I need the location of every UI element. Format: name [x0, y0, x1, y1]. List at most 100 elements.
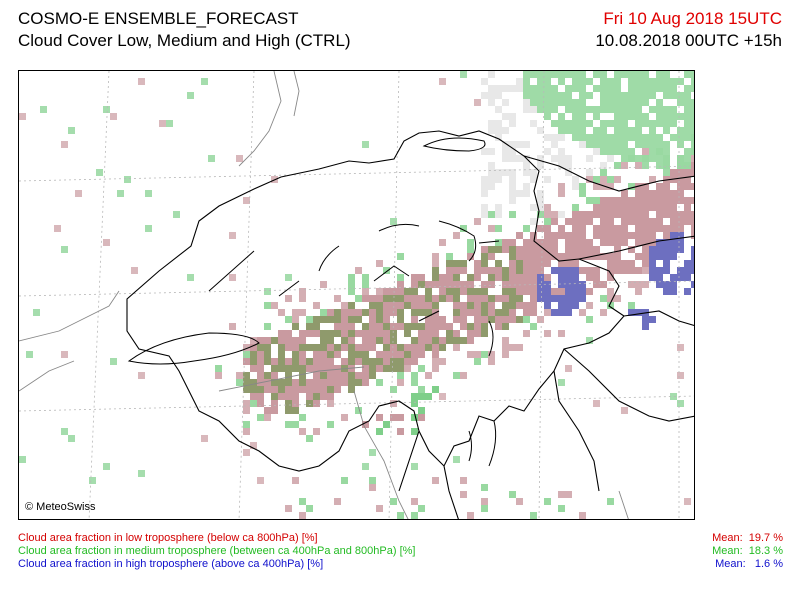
cloud-cell: [677, 113, 684, 120]
cloud-cell: [495, 204, 502, 211]
cloud-cell: [516, 498, 523, 505]
cloud-cell: [677, 176, 684, 183]
cloud-cell: [19, 456, 26, 463]
cloud-cell: [502, 281, 509, 288]
cloud-cell: [691, 218, 694, 225]
cloud-cell: [278, 330, 285, 337]
cloud-cell: [600, 162, 607, 169]
cloud-cell: [320, 316, 327, 323]
cloud-cell: [635, 106, 642, 113]
cloud-cell: [530, 204, 537, 211]
cloud-cell: [656, 99, 663, 106]
cloud-cell: [551, 246, 558, 253]
cloud-cell: [649, 148, 656, 155]
cloud-cell: [684, 218, 691, 225]
cloud-cell: [271, 302, 278, 309]
cloud-cell: [278, 351, 285, 358]
cloud-cell: [684, 176, 691, 183]
legend-row-low: Cloud area fraction in low troposphere (…: [18, 532, 783, 545]
cloud-cell: [509, 344, 516, 351]
cloud-cell: [488, 162, 495, 169]
cloud-cell: [383, 344, 390, 351]
cloud-cell: [488, 92, 495, 99]
cloud-cell: [313, 393, 320, 400]
cloud-cell: [439, 288, 446, 295]
cloud-cell: [390, 337, 397, 344]
cloud-cell: [607, 141, 614, 148]
cloud-cell: [565, 491, 572, 498]
cloud-cell: [495, 274, 502, 281]
cloud-cell: [327, 372, 334, 379]
cloud-cell: [215, 365, 222, 372]
cloud-cell: [285, 372, 292, 379]
cloud-cell: [404, 288, 411, 295]
cloud-cell: [376, 316, 383, 323]
cloud-cell: [642, 71, 649, 78]
cloud-cell: [411, 274, 418, 281]
cloud-cell: [565, 239, 572, 246]
cloud-cell: [670, 253, 677, 260]
cloud-cell: [537, 253, 544, 260]
cloud-cell: [614, 120, 621, 127]
cloud-cell: [565, 99, 572, 106]
cloud-cell: [523, 267, 530, 274]
cloud-cell: [509, 85, 516, 92]
cloud-cell: [481, 246, 488, 253]
cloud-cell: [502, 288, 509, 295]
cloud-cell: [565, 218, 572, 225]
cloud-cell: [348, 302, 355, 309]
cloud-cell: [642, 323, 649, 330]
cloud-cell: [607, 204, 614, 211]
cloud-cell: [362, 288, 369, 295]
cloud-cell: [684, 113, 691, 120]
cloud-cell: [327, 386, 334, 393]
cloud-cell: [390, 351, 397, 358]
cloud-cell: [663, 225, 670, 232]
cloud-cell: [481, 498, 488, 505]
cloud-cell: [495, 211, 502, 218]
cloud-cell: [411, 351, 418, 358]
cloud-cell: [663, 127, 670, 134]
cloud-cell: [439, 239, 446, 246]
cloud-cell: [621, 134, 628, 141]
cloud-cell: [614, 197, 621, 204]
cloud-cell: [362, 365, 369, 372]
cloud-cell: [327, 379, 334, 386]
cloud-cell: [614, 92, 621, 99]
cloud-cell: [425, 372, 432, 379]
cloud-cell: [236, 379, 243, 386]
cloud-cell: [530, 218, 537, 225]
cloud-cell: [586, 141, 593, 148]
cloud-cell: [537, 274, 544, 281]
cloud-cell: [642, 225, 649, 232]
cloud-cell: [257, 386, 264, 393]
cloud-cell: [600, 127, 607, 134]
cloud-cell: [404, 330, 411, 337]
cloud-cell: [320, 281, 327, 288]
cloud-cell: [614, 85, 621, 92]
legend-mean-low: Mean: 19.7 %: [712, 532, 783, 544]
cloud-cell: [516, 267, 523, 274]
cloud-cell: [292, 379, 299, 386]
cloud-cell: [460, 309, 467, 316]
cloud-cell: [565, 302, 572, 309]
cloud-cell: [600, 211, 607, 218]
cloud-cell: [677, 92, 684, 99]
cloud-cell: [656, 106, 663, 113]
cloud-cell: [586, 288, 593, 295]
cloud-cell: [425, 344, 432, 351]
cloud-cell: [593, 225, 600, 232]
cloud-cell: [530, 99, 537, 106]
cloud-cell: [635, 267, 642, 274]
cloud-cell: [488, 281, 495, 288]
cloud-cell: [348, 330, 355, 337]
cloud-cell: [572, 302, 579, 309]
cloud-cell: [572, 239, 579, 246]
cloud-cell: [348, 351, 355, 358]
cloud-cell: [530, 274, 537, 281]
cloud-cell: [313, 358, 320, 365]
cloud-cell: [439, 78, 446, 85]
cloud-cell: [523, 99, 530, 106]
cloud-cell: [299, 351, 306, 358]
cloud-cell: [341, 302, 348, 309]
